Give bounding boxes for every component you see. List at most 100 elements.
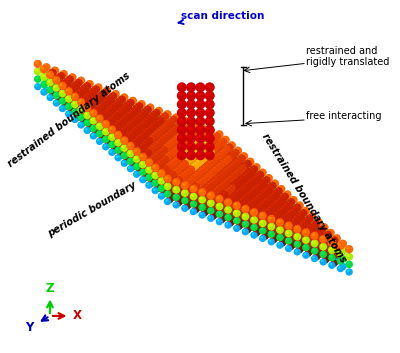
Circle shape: [155, 122, 163, 130]
Circle shape: [250, 202, 258, 210]
Circle shape: [192, 183, 200, 191]
Circle shape: [218, 208, 226, 216]
Circle shape: [130, 128, 138, 136]
Circle shape: [120, 144, 128, 152]
Circle shape: [258, 225, 265, 232]
Circle shape: [215, 173, 224, 181]
Circle shape: [42, 63, 50, 71]
Circle shape: [122, 140, 129, 148]
Circle shape: [192, 206, 200, 213]
Circle shape: [65, 87, 73, 95]
Circle shape: [284, 220, 291, 228]
Circle shape: [175, 156, 182, 163]
Circle shape: [219, 167, 227, 175]
Circle shape: [222, 179, 230, 187]
Circle shape: [135, 161, 143, 168]
Circle shape: [134, 135, 137, 138]
Circle shape: [277, 207, 285, 215]
Circle shape: [270, 228, 278, 236]
Circle shape: [272, 197, 280, 205]
Circle shape: [140, 149, 148, 157]
Circle shape: [199, 155, 208, 163]
Circle shape: [123, 157, 130, 165]
Circle shape: [129, 131, 132, 134]
Circle shape: [42, 63, 50, 71]
Circle shape: [108, 119, 116, 127]
Circle shape: [103, 86, 111, 95]
Circle shape: [206, 197, 213, 205]
Circle shape: [222, 136, 230, 144]
Circle shape: [261, 225, 269, 233]
Circle shape: [170, 173, 173, 176]
Circle shape: [139, 109, 142, 112]
Circle shape: [170, 158, 178, 167]
Circle shape: [255, 212, 263, 220]
Circle shape: [149, 173, 152, 176]
Circle shape: [124, 130, 127, 132]
Circle shape: [214, 201, 222, 208]
Circle shape: [87, 97, 95, 105]
Circle shape: [228, 162, 231, 165]
Circle shape: [90, 95, 97, 103]
Circle shape: [180, 171, 183, 174]
Circle shape: [143, 125, 150, 133]
Circle shape: [252, 163, 260, 171]
Circle shape: [155, 130, 162, 137]
Circle shape: [215, 152, 224, 160]
Circle shape: [178, 127, 186, 134]
Circle shape: [169, 142, 172, 145]
Circle shape: [228, 213, 231, 216]
Circle shape: [155, 135, 158, 138]
Circle shape: [245, 204, 248, 207]
Circle shape: [143, 152, 146, 155]
Circle shape: [208, 144, 216, 152]
Circle shape: [98, 128, 106, 136]
Circle shape: [109, 113, 112, 116]
Circle shape: [70, 91, 78, 98]
Circle shape: [165, 119, 168, 122]
Circle shape: [203, 141, 211, 149]
Circle shape: [191, 202, 194, 204]
Circle shape: [162, 170, 164, 173]
Circle shape: [145, 174, 153, 181]
Circle shape: [185, 196, 188, 199]
Circle shape: [158, 133, 160, 136]
Text: restrained boundary atoms: restrained boundary atoms: [260, 131, 348, 264]
Circle shape: [173, 158, 180, 166]
Circle shape: [229, 180, 237, 188]
Circle shape: [178, 154, 185, 161]
Circle shape: [74, 114, 81, 121]
Circle shape: [239, 201, 247, 209]
Circle shape: [170, 123, 178, 131]
Circle shape: [263, 192, 270, 199]
Circle shape: [226, 188, 233, 195]
Circle shape: [197, 164, 205, 173]
Circle shape: [112, 90, 120, 98]
Circle shape: [196, 133, 205, 143]
Circle shape: [168, 155, 175, 162]
Circle shape: [103, 144, 106, 147]
Circle shape: [161, 120, 169, 128]
Circle shape: [155, 107, 163, 115]
Circle shape: [122, 153, 125, 156]
Circle shape: [164, 189, 167, 192]
Circle shape: [195, 144, 198, 147]
Circle shape: [339, 247, 347, 255]
Circle shape: [165, 149, 173, 157]
Circle shape: [166, 174, 174, 181]
Circle shape: [281, 213, 284, 216]
Circle shape: [298, 236, 306, 244]
Circle shape: [230, 217, 236, 225]
Circle shape: [135, 139, 143, 147]
Circle shape: [138, 123, 145, 131]
Circle shape: [220, 169, 228, 177]
Circle shape: [263, 192, 270, 199]
Circle shape: [59, 105, 66, 112]
Circle shape: [106, 142, 108, 145]
Circle shape: [194, 185, 196, 188]
Circle shape: [154, 134, 161, 142]
Circle shape: [57, 80, 65, 88]
Circle shape: [158, 171, 165, 178]
Circle shape: [252, 203, 254, 206]
Circle shape: [209, 181, 212, 184]
